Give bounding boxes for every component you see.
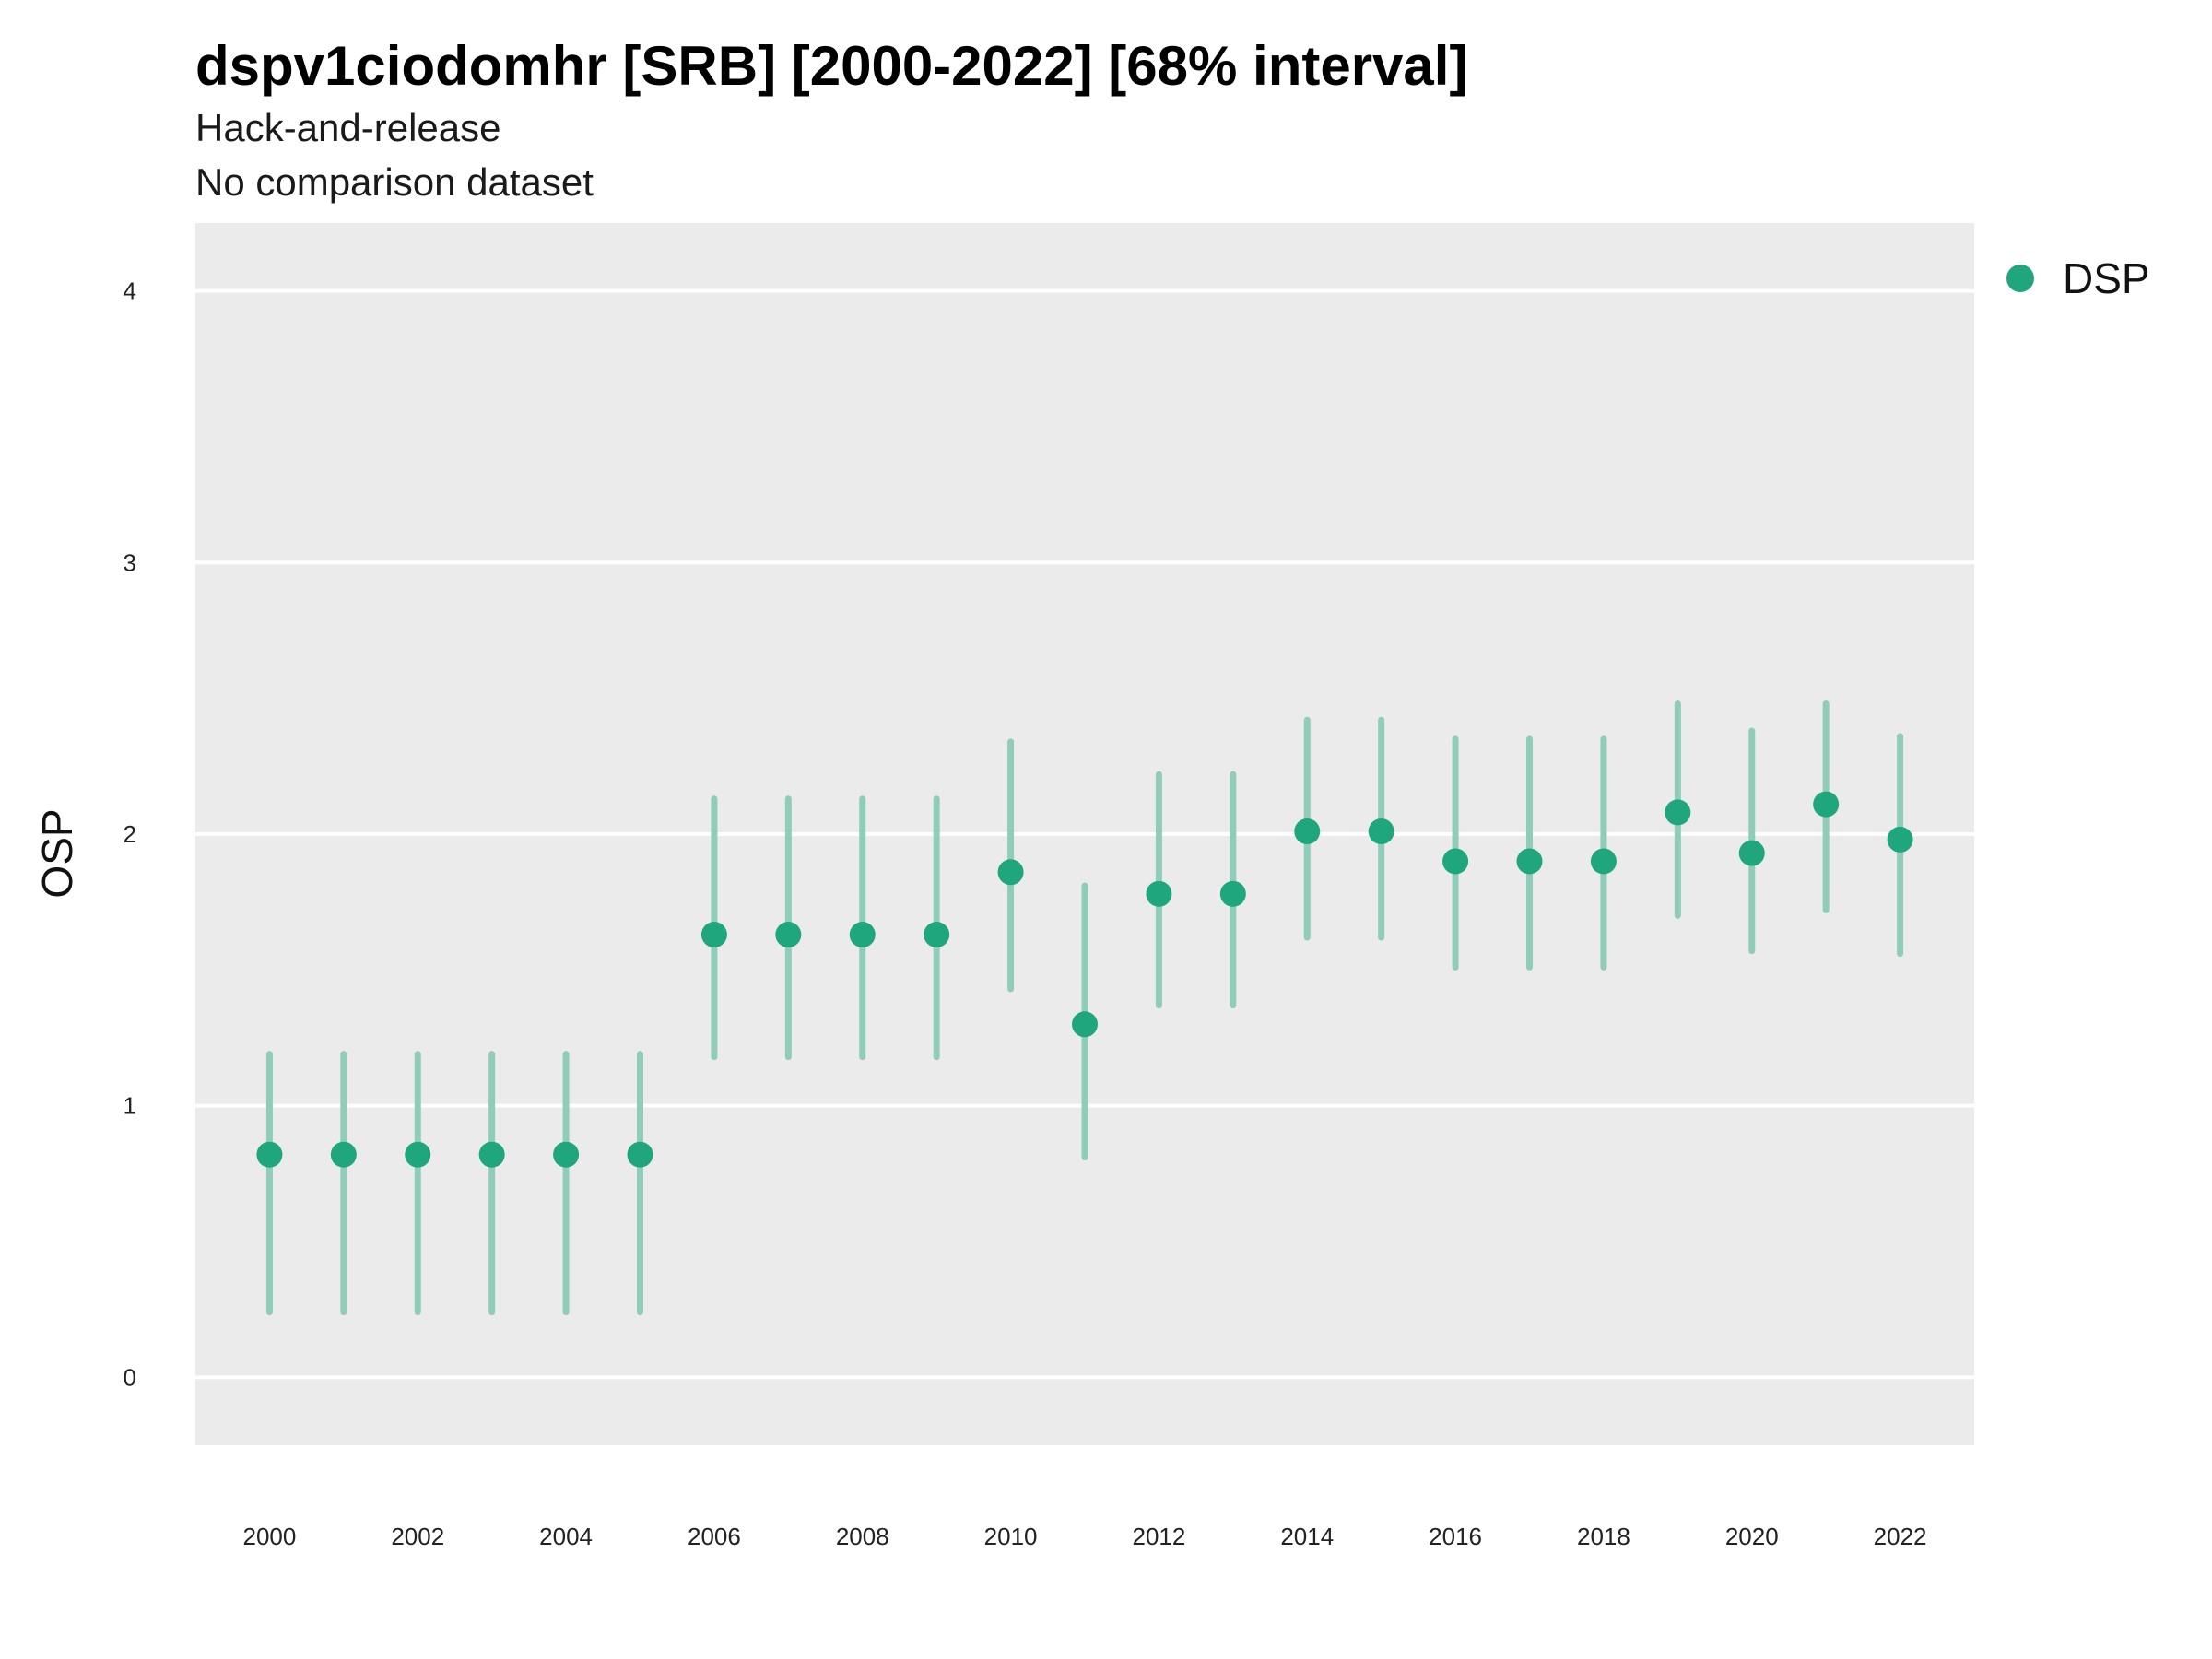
x-axis-ticks: 2000 2002 2004 2006 2008 2010 2012 2014 2016 2018… bbox=[242, 1523, 1926, 1550]
y-tick-label: 2 bbox=[124, 820, 136, 848]
x-tick-label: 2020 bbox=[1725, 1523, 1779, 1550]
data-point bbox=[1219, 880, 1246, 907]
y-tick-label: 0 bbox=[124, 1363, 136, 1391]
data-point bbox=[478, 1141, 505, 1168]
x-tick-label: 2016 bbox=[1429, 1523, 1482, 1550]
y-tick-label: 1 bbox=[124, 1092, 136, 1120]
x-tick-label: 2012 bbox=[1132, 1523, 1185, 1550]
data-point bbox=[1813, 791, 1840, 818]
y-tick-label: 4 bbox=[124, 277, 136, 305]
data-point bbox=[1665, 799, 1691, 826]
x-tick-label: 2004 bbox=[539, 1523, 593, 1550]
legend-label-dsp: DSP bbox=[2063, 254, 2150, 302]
x-tick-label: 2018 bbox=[1577, 1523, 1630, 1550]
chart-subtitle-2: No comparison dataset bbox=[195, 160, 594, 204]
x-tick-label: 2000 bbox=[242, 1523, 296, 1550]
x-tick-label: 2010 bbox=[984, 1523, 1038, 1550]
y-axis-ticks: 0 1 2 3 4 bbox=[124, 277, 136, 1392]
data-point bbox=[627, 1141, 653, 1168]
data-point bbox=[1516, 848, 1543, 875]
data-point bbox=[1294, 818, 1321, 845]
data-point bbox=[1146, 880, 1172, 907]
x-tick-label: 2008 bbox=[836, 1523, 889, 1550]
x-tick-label: 2014 bbox=[1280, 1523, 1334, 1550]
x-tick-label: 2022 bbox=[1874, 1523, 1927, 1550]
data-point bbox=[1738, 840, 1765, 866]
data-point bbox=[1368, 818, 1394, 845]
data-point bbox=[924, 922, 950, 948]
data-point bbox=[405, 1141, 431, 1168]
y-tick-label: 3 bbox=[124, 548, 136, 576]
data-point bbox=[1072, 1011, 1098, 1038]
data-point bbox=[1887, 826, 1913, 853]
data-point bbox=[997, 859, 1024, 886]
data-point bbox=[1442, 848, 1469, 875]
chart-subtitle: Hack-and-release bbox=[195, 106, 501, 149]
x-tick-label: 2002 bbox=[391, 1523, 444, 1550]
data-point bbox=[849, 922, 876, 948]
data-point bbox=[775, 922, 802, 948]
y-axis-label: OSP bbox=[33, 808, 81, 898]
data-point bbox=[330, 1141, 357, 1168]
data-point bbox=[256, 1141, 283, 1168]
chart-title: dspv1ciodomhr [SRB] [2000-2022] [68% int… bbox=[195, 35, 1467, 97]
x-tick-label: 2006 bbox=[688, 1523, 741, 1550]
data-points bbox=[256, 791, 1913, 1168]
data-point bbox=[1590, 848, 1617, 875]
data-point bbox=[700, 922, 727, 948]
legend-swatch-dsp bbox=[2006, 265, 2034, 292]
data-point bbox=[553, 1141, 580, 1168]
legend: DSP bbox=[2006, 254, 2150, 302]
